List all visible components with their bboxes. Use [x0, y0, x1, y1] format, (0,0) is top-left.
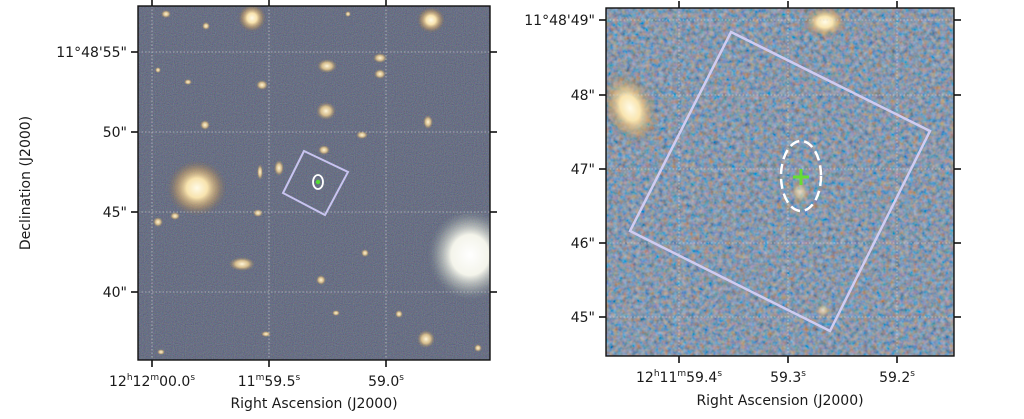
right-xlabel: Right Ascension (J2000) [696, 393, 863, 409]
right-ytick-4: 45" [571, 310, 595, 326]
right-xtick-0: 12h11m59.4s [636, 369, 722, 386]
aperture-ellipse [312, 174, 324, 190]
left-panel: 11°48'55" 50" 45" 40" 12h12m00.0s 11m59.… [18, 0, 497, 412]
right-ytick-3: 46" [571, 236, 595, 252]
right-ytick-0: 11°48'49" [524, 13, 595, 29]
left-ytick-3: 40" [103, 285, 127, 301]
left-xtick-0: 12h12m00.0s [109, 373, 195, 390]
left-ytick-1: 50" [103, 125, 127, 141]
left-xtick-2: 59.0s [368, 373, 404, 390]
right-panel: 11°48'49" 48" 47" 46" 45" 12h11m59.4s 59… [524, 1, 961, 409]
plus-marker-icon [793, 169, 809, 185]
left-ytick-2: 45" [103, 205, 127, 221]
source-marker [315, 179, 321, 185]
aperture-ellipse-dashed [779, 139, 823, 213]
right-xtick-2: 59.2s [879, 369, 915, 386]
left-ylabel: Declination (J2000) [18, 116, 34, 250]
aperture-square [281, 149, 350, 217]
left-xlabel: Right Ascension (J2000) [230, 396, 397, 412]
right-image [606, 8, 954, 356]
right-xtick-1: 59.3s [770, 369, 806, 386]
right-ytick-2: 47" [571, 162, 595, 178]
right-ytick-1: 48" [571, 88, 595, 104]
left-image [138, 6, 490, 360]
left-xtick-1: 11m59.5s [238, 373, 301, 390]
left-ytick-0: 11°48'55" [56, 45, 127, 61]
aperture-square [628, 30, 932, 333]
